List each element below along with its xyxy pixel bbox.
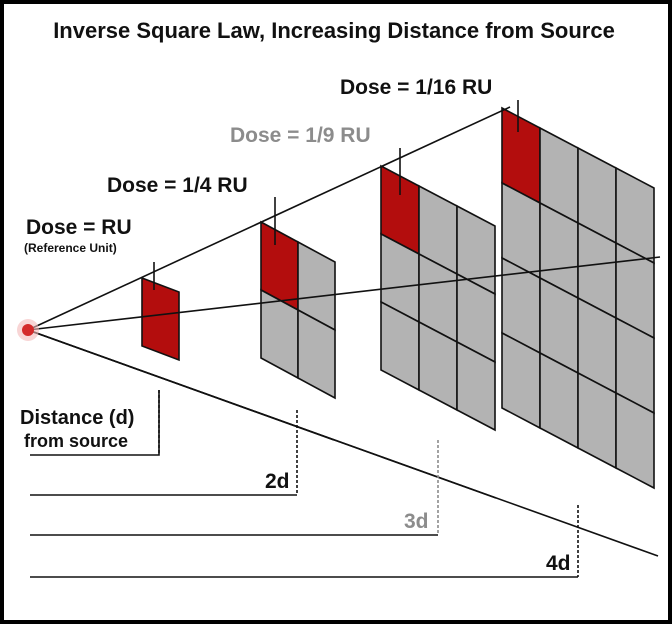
dose-label-4: Dose = 1/16 RU: [340, 76, 492, 99]
ray-lower-2: [27, 329, 335, 441]
dose-leaders: [153, 100, 519, 290]
ray-center: [27, 256, 661, 331]
diagram-title: Inverse Square Law, Increasing Distance …: [53, 18, 615, 43]
dose-label-1: Dose = RU: [26, 216, 132, 239]
ray-top: [27, 106, 511, 331]
dose-label-2: Dose = 1/4 RU: [107, 174, 248, 197]
projection-rays: [27, 106, 661, 557]
distance-markers: [30, 390, 579, 578]
dose-cell: [456, 340, 496, 432]
distance-label-4: 4d: [546, 552, 571, 575]
distance-label-2: 2d: [265, 470, 290, 493]
distance-label-3: 3d: [404, 510, 429, 533]
distance-label-1: Distance (d): [20, 407, 134, 429]
dose-cell-highlight: [141, 276, 180, 362]
dose-label-3: Dose = 1/9 RU: [230, 124, 371, 147]
irradiated-areas: [141, 106, 655, 490]
dose-cell: [615, 391, 655, 490]
distance-label-1-sub: from source: [24, 431, 128, 451]
dose-label-1-sub: (Reference Unit): [24, 241, 117, 255]
dose-cell: [297, 308, 336, 400]
radiation-source-icon: [22, 324, 34, 336]
